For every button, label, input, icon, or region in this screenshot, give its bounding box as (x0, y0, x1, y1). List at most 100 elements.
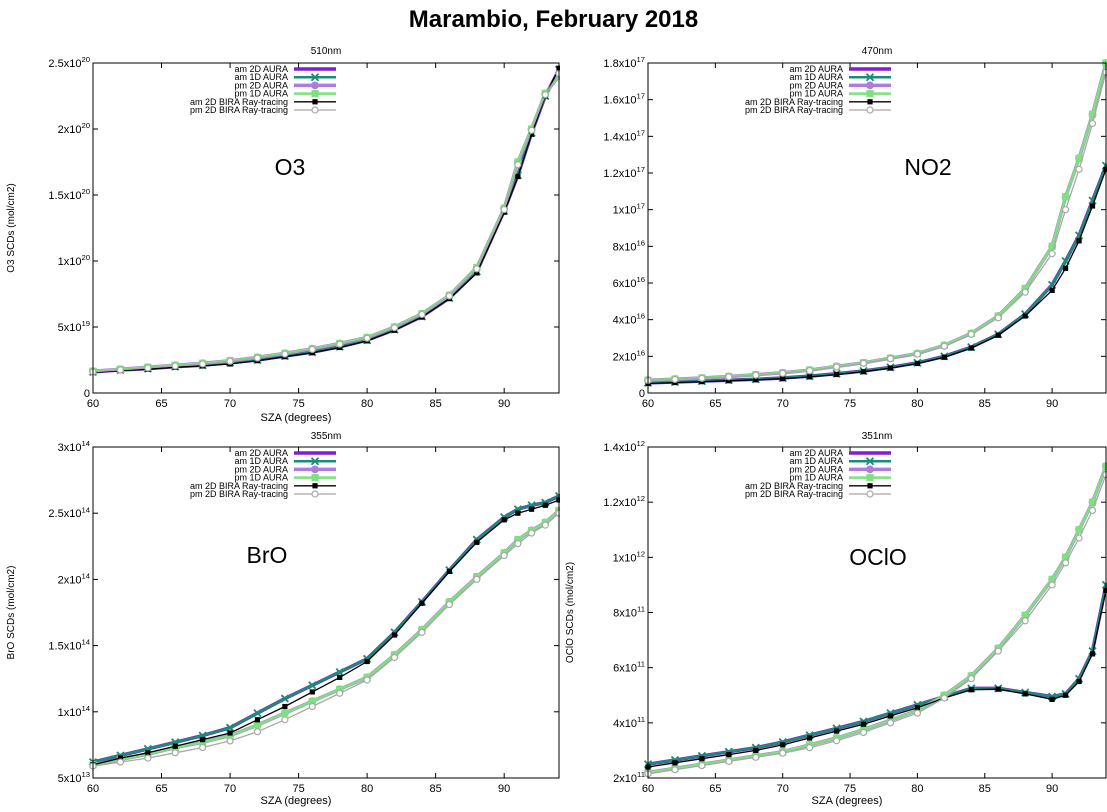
data-point (1075, 526, 1083, 534)
legend-label: am 2D BIRA Ray-tracing (190, 97, 288, 107)
legend-entry: am 2D BIRA Ray-tracing (745, 97, 891, 107)
series-line (92, 509, 560, 767)
data-point (671, 375, 679, 384)
legend-entry: pm 1D AURA (234, 473, 336, 483)
data-point (308, 697, 316, 705)
series-pm-2d-aura (644, 462, 1107, 777)
data-point (515, 510, 521, 516)
legend-entry: pm 1D AURA (789, 89, 891, 99)
data-point (172, 743, 178, 749)
legend-label: am 2D BIRA Ray-tracing (190, 481, 288, 491)
series-pm-2d-aura (644, 59, 1107, 385)
data-point (501, 517, 507, 523)
plot-frame (92, 62, 560, 394)
data-point (1089, 651, 1096, 657)
data-point (726, 378, 732, 384)
series-pm-2d-bira (89, 509, 560, 770)
y-tick-label: 1.5x1014 (48, 638, 90, 653)
y-tick-label: 1.5x1020 (48, 187, 90, 202)
legend-entry: am 1D AURA (234, 72, 336, 82)
data-point (1088, 506, 1097, 515)
legend-entry: pm 2D AURA (234, 80, 336, 90)
data-point (913, 709, 922, 717)
data-point (860, 721, 867, 727)
data-point (806, 367, 814, 375)
y-tick-label: 8x1016 (613, 238, 645, 253)
y-tick-label: 2.5x1020 (48, 55, 90, 70)
x-tick-label: 70 (224, 783, 236, 795)
data-point (859, 728, 868, 737)
legend-entry: am 2D AURA (234, 448, 336, 458)
panel-title: 470nm (862, 46, 893, 57)
data-point (967, 330, 975, 338)
legend-entry: am 2D AURA (789, 64, 891, 74)
data-point (541, 521, 549, 529)
x-tick-label: 90 (498, 398, 510, 410)
x-tick-label: 75 (292, 398, 304, 410)
data-point (1021, 288, 1029, 296)
data-point (336, 340, 344, 348)
data-point (698, 374, 706, 382)
x-tick-label: 85 (430, 398, 442, 410)
data-point (312, 483, 318, 489)
data-point (866, 474, 874, 482)
y-tick-label: 1.4x1012 (603, 439, 645, 454)
plot-frame (647, 446, 1107, 779)
series-line (92, 512, 560, 767)
data-point (995, 686, 1001, 692)
data-point (866, 90, 874, 98)
series-am-2d-bira (645, 587, 1107, 770)
legend-label: pm 2D BIRA Ray-tracing (745, 489, 843, 499)
data-point (253, 721, 262, 729)
data-point (914, 360, 921, 367)
y-axis-label: BrO SCDs (mol/cm2) (6, 566, 17, 660)
data-point (226, 357, 234, 365)
data-point (725, 373, 733, 381)
series-pm-1d-aura (644, 462, 1107, 777)
data-point (542, 502, 548, 508)
y-tick-label: 0 (84, 388, 90, 400)
series-line (647, 72, 1107, 382)
data-point (418, 628, 426, 636)
x-tick-label: 80 (361, 398, 373, 410)
data-point (254, 717, 261, 723)
data-point (995, 332, 1001, 338)
series-line (92, 75, 560, 373)
data-point (556, 65, 560, 71)
data-point (699, 756, 705, 762)
legend-label: am 2D BIRA Ray-tracing (745, 481, 843, 491)
data-point (994, 314, 1002, 322)
data-point (282, 703, 288, 710)
data-point (833, 728, 840, 734)
data-point (1048, 250, 1056, 258)
legend-label: am 1D AURA (789, 456, 843, 466)
data-point (1088, 498, 1097, 506)
data-point (913, 350, 922, 358)
legend-entry: am 2D AURA (234, 64, 336, 74)
data-point (253, 728, 262, 736)
data-point (144, 754, 152, 762)
data-point (311, 490, 319, 498)
data-point (171, 362, 179, 370)
data-point (474, 270, 480, 276)
series-am-2d-aura (92, 494, 560, 764)
data-point (1021, 617, 1029, 625)
y-tick-label: 2x1011 (613, 770, 645, 785)
data-point (886, 719, 895, 727)
data-point (446, 568, 452, 575)
data-point (968, 345, 974, 351)
x-tick-label: 60 (87, 398, 99, 410)
data-point (253, 708, 262, 718)
legend-label: pm 1D AURA (234, 473, 288, 483)
data-point (865, 457, 875, 466)
chart-oclo: 351nm 2x1011 4x1011 6x1011 8x1011 1x1012 1.2x1… (565, 431, 1107, 807)
legend-label: am 1D AURA (234, 72, 288, 82)
panel-title: 355nm (311, 431, 342, 442)
x-tick-label: 80 (361, 783, 373, 795)
data-point (364, 658, 370, 665)
data-point (1076, 678, 1082, 685)
series-line (92, 75, 560, 373)
data-point (866, 106, 874, 114)
x-tick-label: 65 (155, 398, 167, 410)
data-point (527, 126, 536, 134)
